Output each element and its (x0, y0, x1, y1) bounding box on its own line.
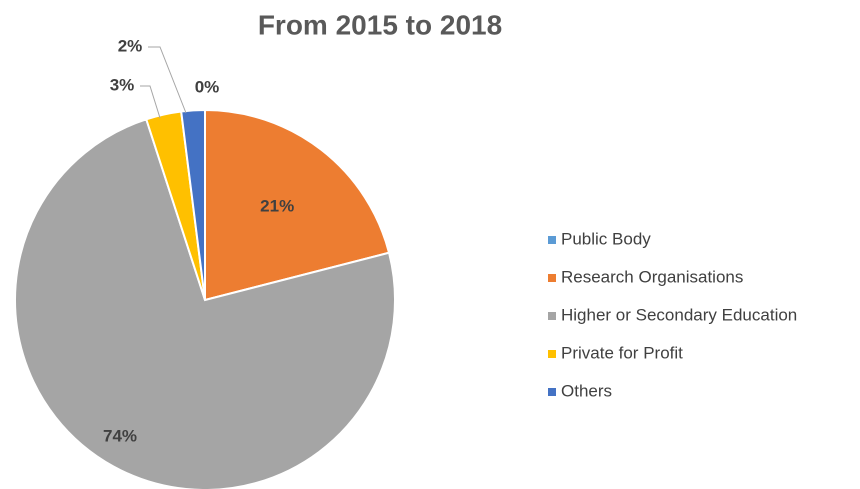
data-label: 0% (195, 77, 220, 96)
data-label: 3% (110, 75, 135, 94)
legend-swatch (548, 312, 556, 320)
legend-label: Public Body (561, 229, 651, 248)
chart-title: From 2015 to 2018 (258, 9, 502, 40)
data-label: 2% (118, 36, 143, 55)
pie-slice (204, 108, 391, 302)
legend-swatch (548, 350, 556, 358)
legend-swatch (548, 236, 556, 244)
pie-slice (14, 118, 396, 489)
legend-swatch (548, 274, 556, 282)
data-label: 74% (103, 426, 137, 445)
legend-label: Research Organisations (561, 267, 743, 286)
legend-label: Private for Profit (561, 343, 683, 362)
legend-label: Higher or Secondary Education (561, 305, 797, 324)
legend-swatch (548, 388, 556, 396)
leader-line (140, 85, 161, 119)
data-label: 21% (260, 196, 294, 215)
legend-label: Others (561, 381, 612, 400)
leader-line (148, 46, 187, 114)
pie-slice (180, 108, 206, 301)
